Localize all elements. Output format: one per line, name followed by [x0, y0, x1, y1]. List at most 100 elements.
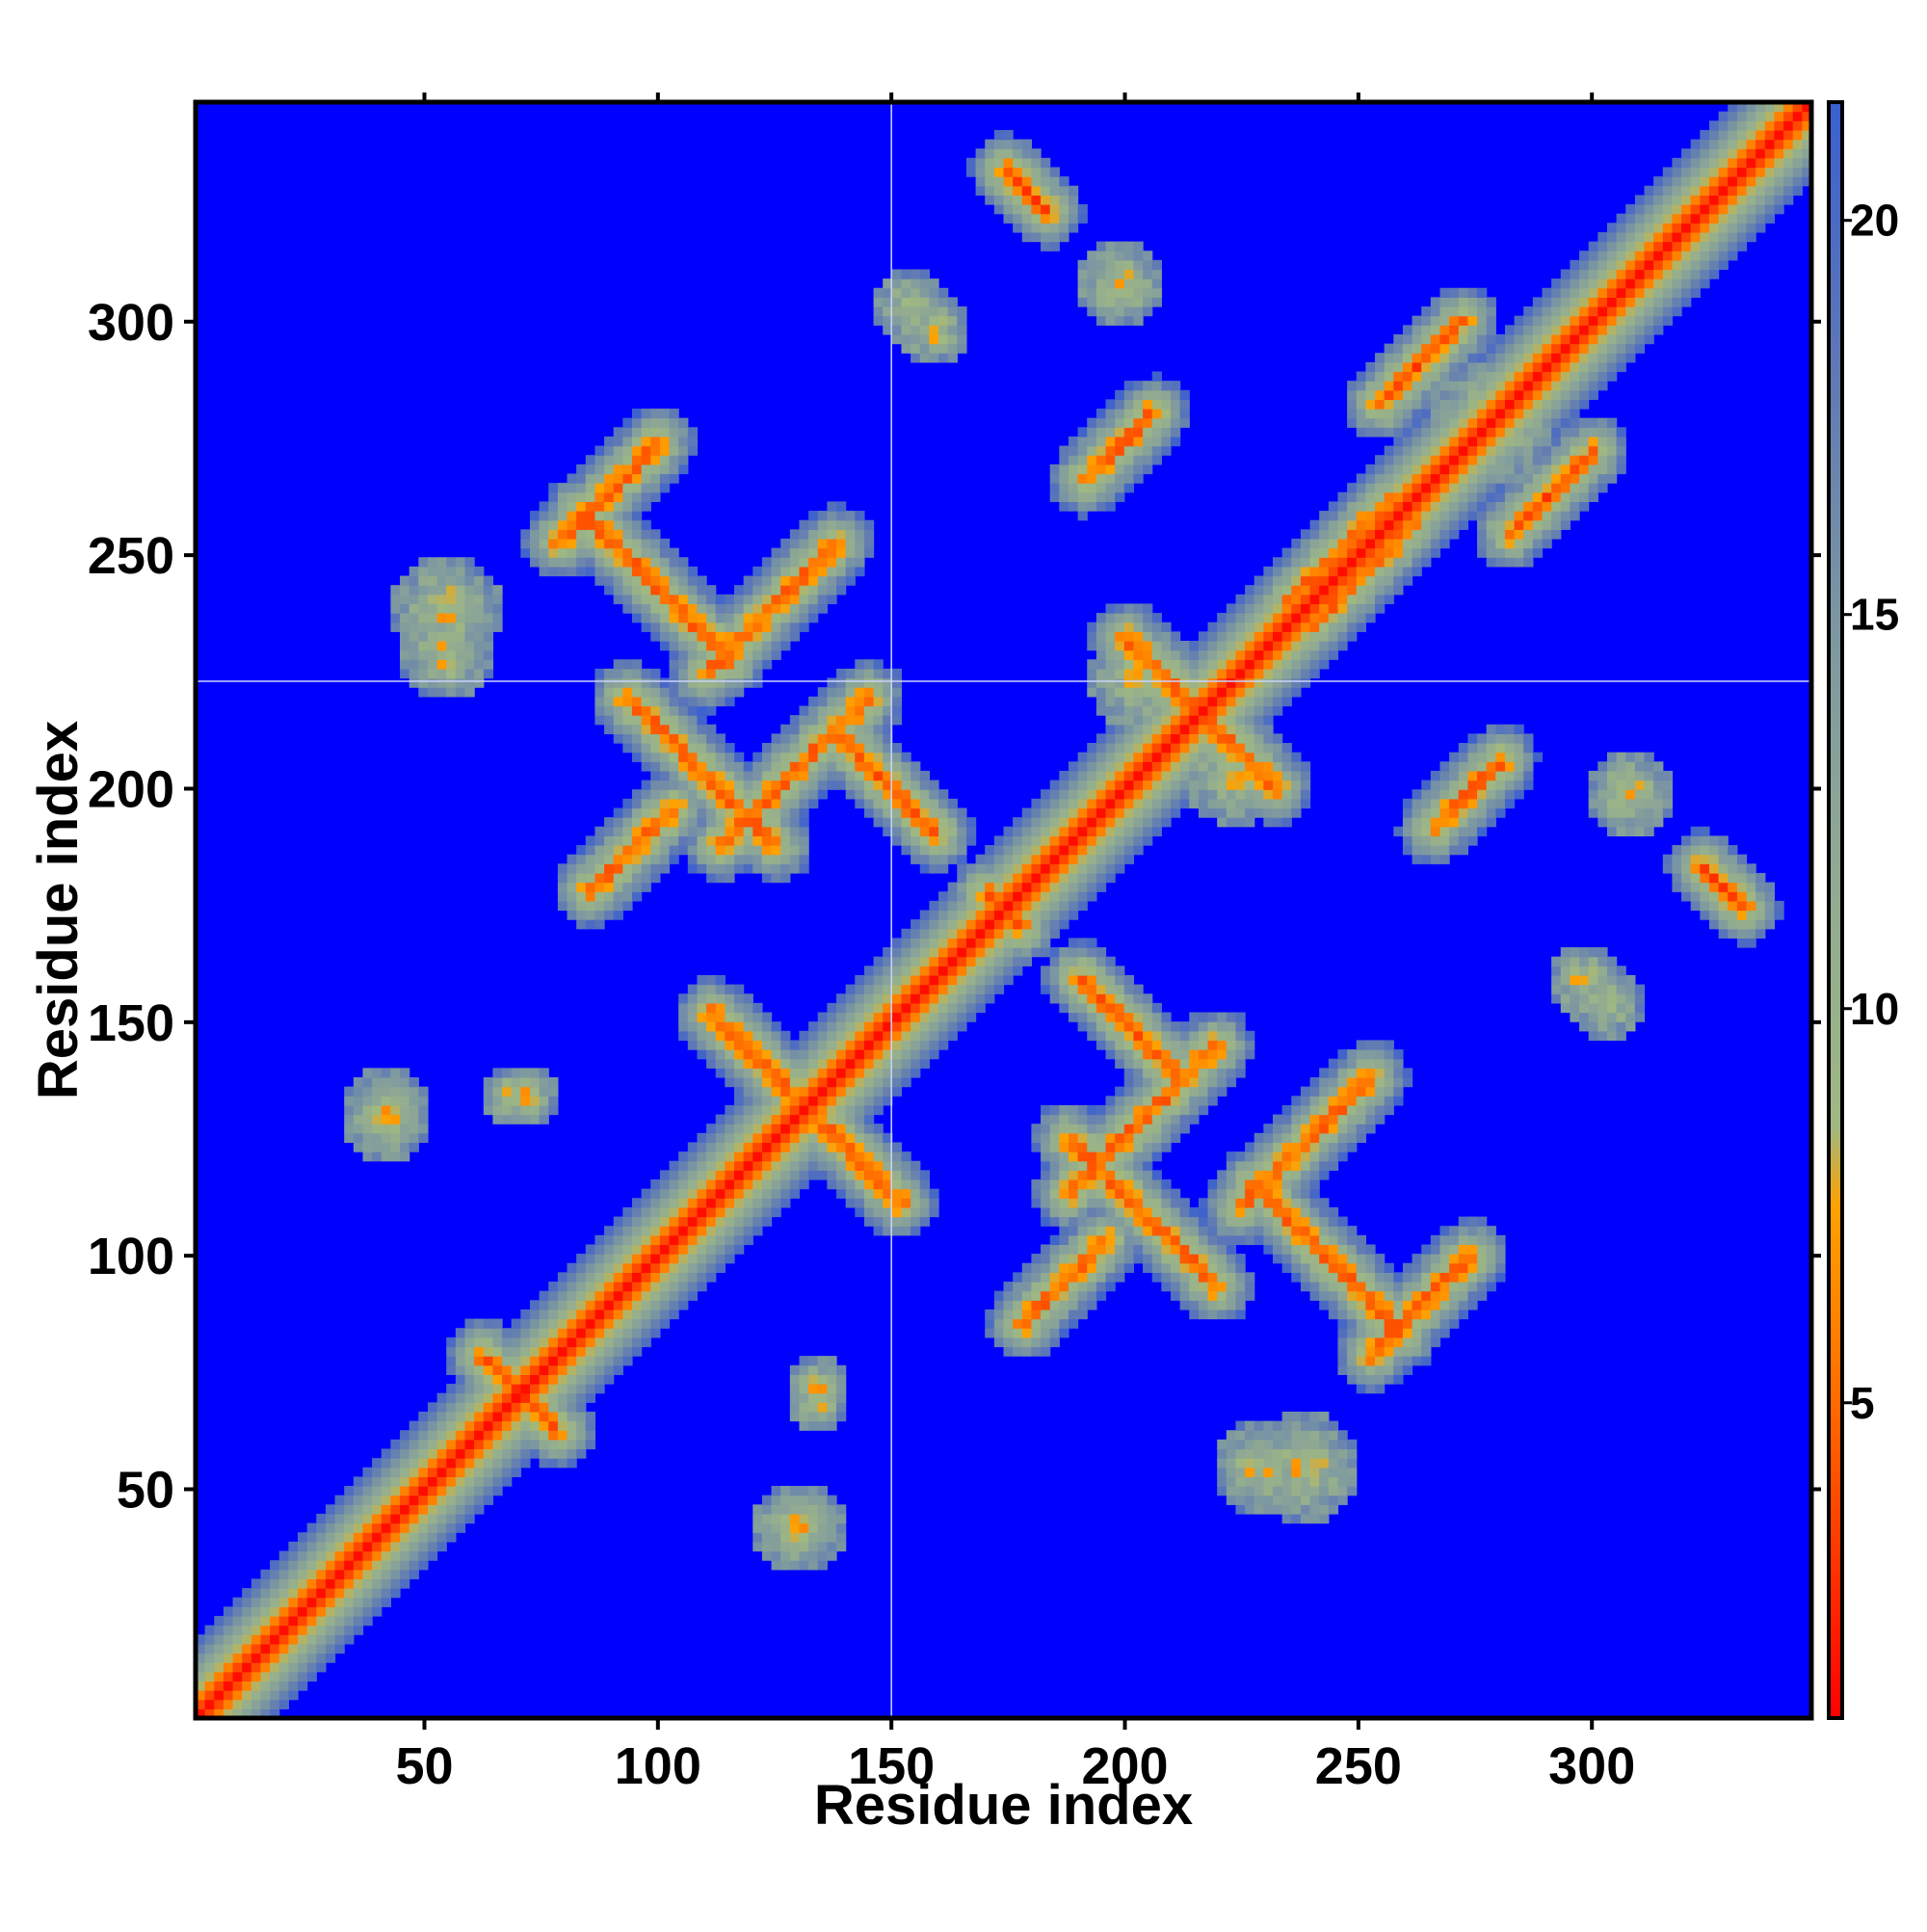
heatmap-cell: [761, 566, 773, 577]
heatmap-cell: [381, 1467, 391, 1478]
heatmap-cell: [1115, 761, 1125, 772]
heatmap-cell: [576, 1356, 587, 1366]
heatmap-cell: [734, 687, 745, 698]
heatmap-cell: [631, 1337, 643, 1348]
heatmap-cell: [725, 1049, 735, 1060]
heatmap-cell: [1226, 1206, 1237, 1218]
heatmap-cell: [1207, 715, 1218, 726]
heatmap-cell: [1123, 1254, 1135, 1264]
heatmap-cell: [464, 1486, 475, 1496]
heatmap-cell: [1095, 1272, 1107, 1283]
heatmap-cell: [483, 1374, 494, 1385]
heatmap-cell: [725, 854, 735, 864]
heatmap-cell: [659, 1262, 671, 1273]
heatmap-cell: [687, 1244, 699, 1255]
heatmap-cell: [1151, 409, 1162, 419]
heatmap-cell: [567, 529, 577, 540]
heatmap-cell: [836, 1114, 847, 1125]
heatmap-cell: [557, 501, 568, 512]
heatmap-cell: [734, 1040, 745, 1050]
heatmap-cell: [947, 353, 958, 363]
heatmap-cell: [863, 752, 875, 762]
heatmap-cell: [863, 1151, 875, 1162]
heatmap-cell: [1161, 1049, 1172, 1060]
heatmap-cell: [1170, 687, 1181, 698]
heatmap-cell: [1254, 1188, 1264, 1199]
heatmap-cell: [372, 1486, 383, 1496]
heatmap-cell: [409, 585, 419, 595]
heatmap-cell: [911, 287, 921, 298]
heatmap-cell: [687, 631, 699, 642]
heatmap-cell: [715, 696, 726, 707]
heatmap-cell: [400, 1569, 410, 1580]
heatmap-cell: [585, 863, 596, 874]
heatmap-cell: [771, 547, 781, 558]
heatmap-cell: [409, 668, 419, 679]
heatmap-cell: [687, 1170, 699, 1180]
heatmap-cell: [622, 696, 633, 707]
heatmap-cell: [372, 1569, 383, 1580]
heatmap-cell: [427, 1504, 438, 1515]
heatmap-cell: [743, 1058, 753, 1069]
heatmap-cell: [604, 1282, 615, 1292]
heatmap-cell: [539, 511, 549, 521]
heatmap-cell: [344, 1132, 355, 1144]
heatmap-cell: [706, 649, 717, 660]
heatmap-cell: [752, 1513, 763, 1524]
heatmap-cell: [622, 1337, 633, 1348]
heatmap-cell: [622, 817, 633, 828]
heatmap-cell: [539, 1402, 549, 1413]
heatmap-cell: [1021, 947, 1033, 958]
heatmap-cell: [1170, 1216, 1181, 1227]
heatmap-cell: [631, 1254, 643, 1264]
heatmap-cell: [344, 1532, 355, 1543]
heatmap-cell: [1170, 659, 1181, 670]
heatmap-cell: [1189, 715, 1200, 726]
heatmap-cell: [204, 1653, 215, 1663]
heatmap-cell: [1143, 613, 1153, 623]
heatmap-cell: [883, 761, 893, 772]
heatmap-cell: [761, 854, 773, 864]
heatmap-cell: [780, 1513, 791, 1524]
heatmap-cell: [576, 863, 587, 874]
heatmap-cell: [1087, 780, 1097, 790]
heatmap-cell: [827, 1384, 837, 1394]
heatmap-cell: [827, 715, 837, 726]
heatmap-cell: [808, 1160, 819, 1171]
heatmap-cell: [474, 585, 485, 595]
heatmap-cell: [576, 919, 587, 930]
heatmap-cell: [492, 1086, 503, 1097]
heatmap-cell: [1217, 743, 1227, 754]
heatmap-cell: [1226, 1021, 1237, 1032]
heatmap-cell: [1068, 761, 1079, 772]
heatmap-cell: [855, 696, 865, 707]
heatmap-cell: [901, 807, 911, 818]
heatmap-cell: [1095, 1160, 1107, 1171]
heatmap-cell: [641, 668, 651, 679]
heatmap-cell: [1226, 1040, 1237, 1050]
heatmap-cell: [659, 1309, 671, 1320]
heatmap-cell: [1161, 1076, 1172, 1088]
heatmap-cell: [669, 724, 679, 734]
heatmap-cell: [436, 1411, 447, 1422]
heatmap-cell: [232, 1653, 243, 1663]
heatmap-cell: [891, 1030, 903, 1042]
heatmap-cell: [836, 1402, 847, 1413]
heatmap-cell: [1087, 1179, 1097, 1190]
heatmap-cell: [873, 1076, 884, 1088]
heatmap-cell: [650, 835, 661, 846]
heatmap-cell: [1003, 882, 1014, 892]
heatmap-cell: [817, 594, 828, 605]
heatmap-cell: [808, 743, 819, 754]
heatmap-cell: [1179, 1282, 1190, 1292]
heatmap-cell: [697, 974, 707, 986]
heatmap-cell: [1198, 659, 1209, 670]
heatmap-cell: [873, 315, 884, 326]
heatmap-cell: [780, 1504, 791, 1515]
heatmap-cell: [808, 1021, 819, 1032]
heatmap-cell: [641, 817, 651, 828]
heatmap-cell: [883, 724, 893, 734]
heatmap-cell: [1123, 659, 1135, 670]
heatmap-cell: [780, 1160, 791, 1171]
heatmap-cell: [752, 854, 763, 864]
